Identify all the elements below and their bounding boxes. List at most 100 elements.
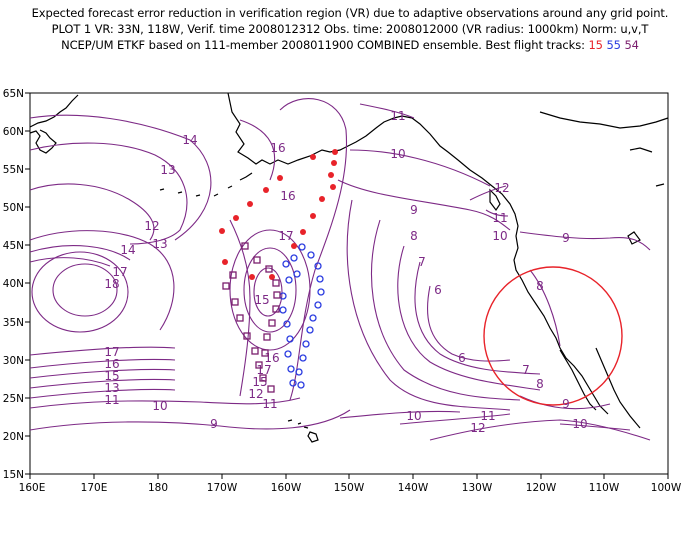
lon-label: 160E bbox=[19, 482, 46, 494]
track-15-label: 15 bbox=[588, 38, 603, 52]
contour-17-ring bbox=[31, 251, 129, 333]
track-15-point bbox=[319, 196, 325, 202]
contour-label: 10 bbox=[390, 147, 405, 161]
contour-16-south bbox=[29, 358, 176, 369]
contour-label: 9 bbox=[562, 397, 570, 411]
track-15-point bbox=[328, 172, 334, 178]
contour-13-west bbox=[29, 230, 175, 331]
coastline-baja bbox=[559, 349, 597, 411]
contour-label: 12 bbox=[144, 219, 159, 233]
contour-14-west bbox=[29, 245, 131, 261]
contour-label: 11 bbox=[492, 211, 507, 225]
track-54-point bbox=[273, 291, 281, 299]
lon-label: 150W bbox=[334, 482, 365, 494]
track-55-point bbox=[285, 276, 293, 284]
contour-label: 6 bbox=[434, 283, 442, 297]
lat-label: 60N bbox=[3, 126, 24, 138]
coastline-kamchatka bbox=[29, 129, 57, 154]
track-15-point bbox=[310, 213, 316, 219]
lon-label: 140W bbox=[398, 482, 429, 494]
contour-8-loop bbox=[397, 245, 541, 391]
contour-9-east bbox=[519, 231, 651, 251]
track-55-point bbox=[282, 260, 290, 268]
track-54-point bbox=[272, 305, 280, 313]
lat-label: 30N bbox=[3, 355, 24, 367]
contour-18-center bbox=[253, 267, 283, 317]
contour-10-east bbox=[559, 423, 631, 431]
track-15-point bbox=[332, 149, 338, 155]
contour-label: 17 bbox=[278, 229, 293, 243]
contour-label: 15 bbox=[252, 375, 267, 389]
contour-16-north bbox=[239, 119, 276, 181]
lat-label: 50N bbox=[3, 202, 24, 214]
track-55-point bbox=[290, 254, 298, 262]
latitude-labels: 65N 60N 55N 50N 45N 40N 35N 30N 25N 20N … bbox=[3, 88, 24, 481]
contour-label: 14 bbox=[120, 243, 135, 257]
track-54-point bbox=[243, 332, 251, 340]
contour-9-se bbox=[519, 395, 611, 410]
track-54-label: 54 bbox=[624, 38, 639, 52]
contour-label: 8 bbox=[536, 279, 544, 293]
coastline-north-america bbox=[411, 117, 609, 415]
contour-17-south bbox=[29, 346, 176, 356]
contour-label: 13 bbox=[152, 237, 167, 251]
contour-label: 8 bbox=[410, 229, 418, 243]
contour-12 bbox=[29, 183, 155, 241]
track-55-point bbox=[314, 301, 322, 309]
track-55-point bbox=[287, 365, 295, 373]
track-55-point bbox=[317, 288, 325, 296]
coastline-vancouver-island bbox=[489, 188, 501, 212]
track-15-point bbox=[300, 229, 306, 235]
contour-label: 16 bbox=[270, 141, 285, 155]
track-55-point bbox=[302, 340, 310, 348]
contour-11-se bbox=[399, 413, 511, 425]
track-55-point bbox=[295, 368, 303, 376]
lon-label: 120W bbox=[526, 482, 557, 494]
track-55-point bbox=[306, 326, 314, 334]
track-54-point bbox=[241, 242, 249, 250]
contour-12-north bbox=[469, 185, 507, 201]
contour-label: 9 bbox=[210, 417, 218, 431]
map-title-line-1: Expected forecast error reduction in ver… bbox=[31, 6, 669, 20]
contour-label: 10 bbox=[492, 229, 507, 243]
track-15-point bbox=[331, 160, 337, 166]
track-15-point bbox=[219, 228, 225, 234]
contour-label: 10 bbox=[406, 409, 421, 423]
contour-15-central bbox=[229, 229, 311, 351]
contour-9-south bbox=[29, 409, 351, 431]
longitude-labels: 160E 170E 180 170W 160W 150W 140W 130W 1… bbox=[19, 482, 682, 494]
lat-label: 25N bbox=[3, 393, 24, 405]
coastlines bbox=[29, 92, 669, 443]
contour-16-central bbox=[279, 98, 348, 401]
track-55-label: 55 bbox=[606, 38, 621, 52]
contour-14-north bbox=[29, 114, 212, 241]
contour-label: 17 bbox=[256, 363, 271, 377]
contour-label: 16 bbox=[280, 189, 295, 203]
track-54-point bbox=[251, 347, 259, 355]
contour-label: 18 bbox=[104, 277, 119, 291]
lat-label: 35N bbox=[3, 317, 24, 329]
coastline-hawaii bbox=[287, 419, 319, 443]
track-54-point bbox=[272, 279, 280, 287]
map-title-line-2: PLOT 1 VR: 33N, 118W, Verif. time 200801… bbox=[51, 22, 649, 36]
contour-17-west bbox=[29, 257, 111, 267]
contour-17-central bbox=[229, 219, 251, 397]
lon-label: 160W bbox=[271, 482, 302, 494]
contour-11-north bbox=[359, 103, 415, 119]
contour-12-se bbox=[429, 419, 651, 441]
contour-10-north bbox=[349, 149, 491, 187]
contour-8-east bbox=[529, 269, 561, 347]
contour-label: 10 bbox=[152, 399, 167, 413]
track-54-point bbox=[255, 361, 263, 369]
contour-16-inner bbox=[243, 247, 297, 333]
track-55-point bbox=[307, 251, 315, 259]
lat-label: 20N bbox=[3, 431, 24, 443]
contour-label: 13 bbox=[160, 163, 175, 177]
lon-label: 180 bbox=[148, 482, 168, 494]
flight-track-15 bbox=[219, 149, 338, 280]
lon-label: 110W bbox=[589, 482, 620, 494]
track-15-point bbox=[222, 259, 228, 265]
flight-track-55 bbox=[279, 243, 325, 389]
track-55-point bbox=[289, 379, 297, 387]
track-55-point bbox=[293, 270, 301, 278]
